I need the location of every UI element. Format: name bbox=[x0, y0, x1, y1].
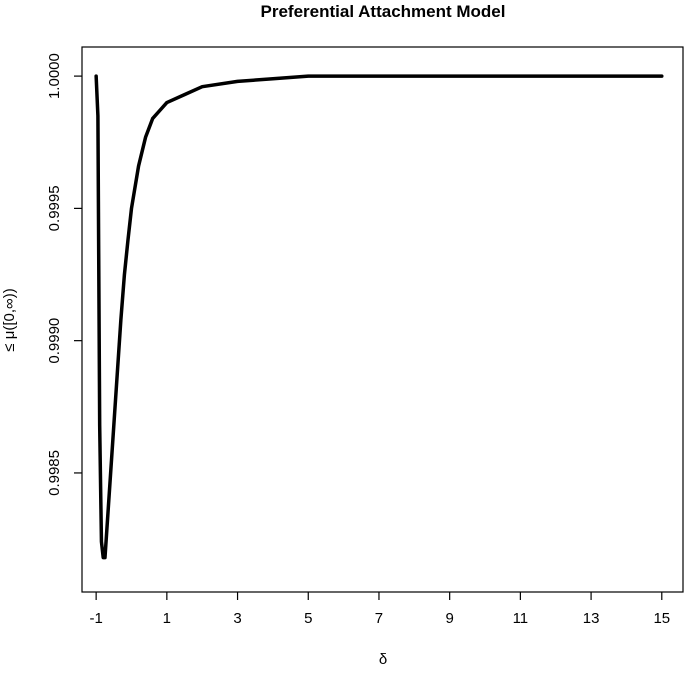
y-tick-label: 0.9995 bbox=[46, 185, 63, 231]
x-tick-label: -1 bbox=[89, 610, 102, 627]
x-tick-label: 7 bbox=[375, 610, 383, 627]
chart-title: Preferential Attachment Model bbox=[261, 2, 506, 21]
x-tick-label: 5 bbox=[304, 610, 312, 627]
x-tick-label: 1 bbox=[163, 610, 171, 627]
x-axis: -1 1 3 5 7 9 11 13 15 bbox=[89, 592, 670, 627]
plot-frame bbox=[81, 46, 684, 593]
y-tick-label: 1.0000 bbox=[46, 53, 63, 99]
x-tick-label: 3 bbox=[233, 610, 241, 627]
x-tick-label: 15 bbox=[653, 610, 670, 627]
x-axis-title: δ bbox=[379, 651, 387, 668]
y-tick-label: 0.9985 bbox=[46, 450, 63, 496]
x-tick-label: 13 bbox=[583, 610, 600, 627]
series-line-0 bbox=[94, 74, 664, 560]
x-tick-label: 11 bbox=[513, 610, 529, 627]
y-tick-label: 0.9990 bbox=[46, 318, 63, 364]
y-axis-title: ≤ μ([0,∞)) bbox=[1, 288, 18, 351]
x-tick-label: 9 bbox=[445, 610, 453, 627]
series-layer bbox=[94, 74, 664, 560]
y-axis: 0.9985 0.9990 0.9995 1.0000 bbox=[46, 53, 82, 496]
